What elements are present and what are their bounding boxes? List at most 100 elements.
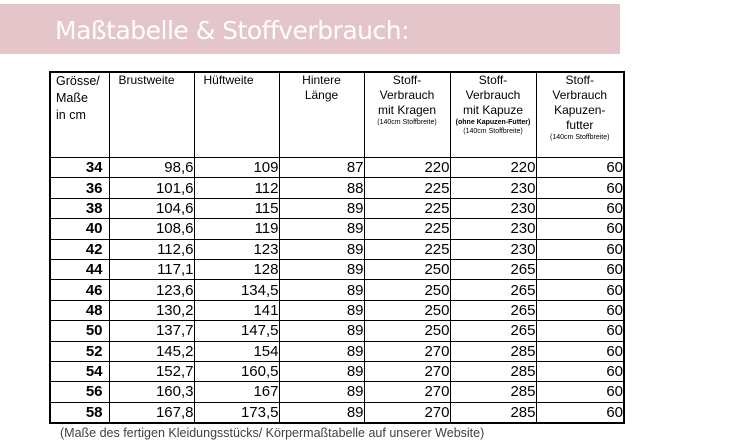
header-text: Länge — [304, 88, 339, 102]
value-cell: 60 — [535, 218, 625, 240]
value-cell: 167 — [193, 381, 280, 403]
value-cell: 89 — [278, 320, 365, 342]
value-cell: 89 — [278, 340, 365, 362]
value-cell: 137,7 — [108, 320, 195, 342]
size-cell: 48 — [49, 299, 110, 322]
value-cell: 108,6 — [108, 218, 195, 240]
table-row: 42 112,6 123 89 225 230 60 — [49, 238, 625, 260]
header-row: Grösse/Maße in cm Brustweite Hüftweite Hinte… — [49, 71, 625, 158]
value-cell: 160,5 — [193, 360, 280, 383]
size-cell: 54 — [49, 360, 110, 383]
value-cell: 128 — [193, 258, 280, 281]
header-text: futter — [566, 118, 594, 132]
value-cell: 60 — [535, 360, 625, 383]
header-text: Brustweite — [118, 73, 175, 87]
header-fabric-hood: Stoff- Verbrauch mit Kapuze (ohne Kapuzen-F… — [449, 71, 537, 158]
value-cell: 60 — [535, 320, 625, 342]
value-cell: 89 — [278, 279, 365, 301]
value-cell: 285 — [449, 381, 537, 403]
value-cell: 134,5 — [193, 279, 280, 301]
value-cell: 230 — [449, 197, 537, 220]
header-text: Stoff- — [565, 73, 594, 87]
value-cell: 285 — [449, 360, 537, 383]
value-cell: 225 — [363, 197, 451, 220]
value-cell: 98,6 — [108, 156, 195, 179]
value-cell: 250 — [363, 320, 451, 342]
header-text: Verbrauch — [552, 88, 608, 102]
table-row: 46 123,6 134,5 89 250 265 60 — [49, 279, 625, 301]
value-cell: 220 — [363, 156, 451, 179]
value-cell: 270 — [363, 360, 451, 383]
header-text: mit Kapuze — [462, 103, 524, 117]
header-note: (140cm Stoffbreite) — [463, 128, 523, 135]
value-cell: 119 — [193, 218, 280, 240]
value-cell: 112,6 — [108, 238, 195, 260]
table-row: 36 101,6 112 88 225 230 60 — [49, 177, 625, 199]
value-cell: 60 — [535, 279, 625, 301]
value-cell: 89 — [278, 258, 365, 281]
value-cell: 101,6 — [108, 177, 195, 199]
footnote: (Maße des fertigen Kleidungsstücks/ Körp… — [60, 426, 485, 440]
size-cell: 38 — [49, 197, 110, 220]
table-row: 48 130,2 141 89 250 265 60 — [49, 299, 625, 322]
value-cell: 173,5 — [193, 401, 280, 424]
table-row: 44 117,1 128 89 250 265 60 — [49, 258, 625, 281]
value-cell: 89 — [278, 299, 365, 322]
header-back-length: Hintere Länge — [278, 71, 365, 158]
value-cell: 270 — [363, 340, 451, 362]
header-chest: Brustweite — [108, 71, 195, 158]
value-cell: 60 — [535, 238, 625, 260]
value-cell: 147,5 — [193, 320, 280, 342]
value-cell: 117,1 — [108, 258, 195, 281]
table-row: 54 152,7 160,5 89 270 285 60 — [49, 360, 625, 383]
value-cell: 88 — [278, 177, 365, 199]
header-text: Verbrauch — [465, 88, 521, 102]
header-hip: Hüftweite — [193, 71, 280, 158]
value-cell: 60 — [535, 381, 625, 403]
table-row: 58 167,8 173,5 89 270 285 60 — [49, 401, 625, 424]
value-cell: 141 — [193, 299, 280, 322]
size-cell: 42 — [49, 238, 110, 260]
value-cell: 60 — [535, 401, 625, 424]
header-fabric-hood-lining: Stoff- Verbrauch Kapuzen-futter (140cm Stof… — [535, 71, 625, 158]
size-cell: 46 — [49, 279, 110, 301]
header-text: Verbrauch — [379, 88, 435, 102]
value-cell: 265 — [449, 299, 537, 322]
value-cell: 104,6 — [108, 197, 195, 220]
value-cell: 60 — [535, 340, 625, 362]
value-cell: 115 — [193, 197, 280, 220]
value-cell: 167,8 — [108, 401, 195, 424]
value-cell: 87 — [278, 156, 365, 179]
size-cell: 40 — [49, 218, 110, 240]
value-cell: 112 — [193, 177, 280, 199]
table-body: 34 98,6 109 87 220 220 60 36 101,6 112 88 225 230 60 3… — [49, 156, 625, 424]
value-cell: 123 — [193, 238, 280, 260]
value-cell: 109 — [193, 156, 280, 179]
value-cell: 89 — [278, 381, 365, 403]
value-cell: 270 — [363, 381, 451, 403]
value-cell: 250 — [363, 299, 451, 322]
header-text: Hintere — [302, 73, 341, 87]
value-cell: 152,7 — [108, 360, 195, 383]
header-text: Maße — [56, 91, 88, 105]
value-cell: 123,6 — [108, 279, 195, 301]
value-cell: 89 — [278, 360, 365, 383]
value-cell: 265 — [449, 258, 537, 281]
header-size: Grösse/Maße in cm — [49, 71, 110, 158]
header-note-bold: (ohne Kapuzen-Futter) — [455, 119, 531, 126]
header-text: Grösse/ — [56, 74, 100, 88]
value-cell: 285 — [449, 401, 537, 424]
value-cell: 225 — [363, 238, 451, 260]
value-cell: 230 — [449, 177, 537, 199]
value-cell: 270 — [363, 401, 451, 424]
value-cell: 230 — [449, 238, 537, 260]
table-row: 34 98,6 109 87 220 220 60 — [49, 156, 625, 179]
size-cell: 50 — [49, 320, 110, 342]
header-text: Stoff- — [392, 73, 422, 87]
value-cell: 265 — [449, 279, 537, 301]
page-title: Maßtabelle & Stoffverbrauch: — [55, 16, 410, 45]
size-cell: 56 — [49, 381, 110, 403]
table-row: 56 160,3 167 89 270 285 60 — [49, 381, 625, 403]
value-cell: 265 — [449, 320, 537, 342]
header-text: mit Kragen — [377, 103, 437, 117]
